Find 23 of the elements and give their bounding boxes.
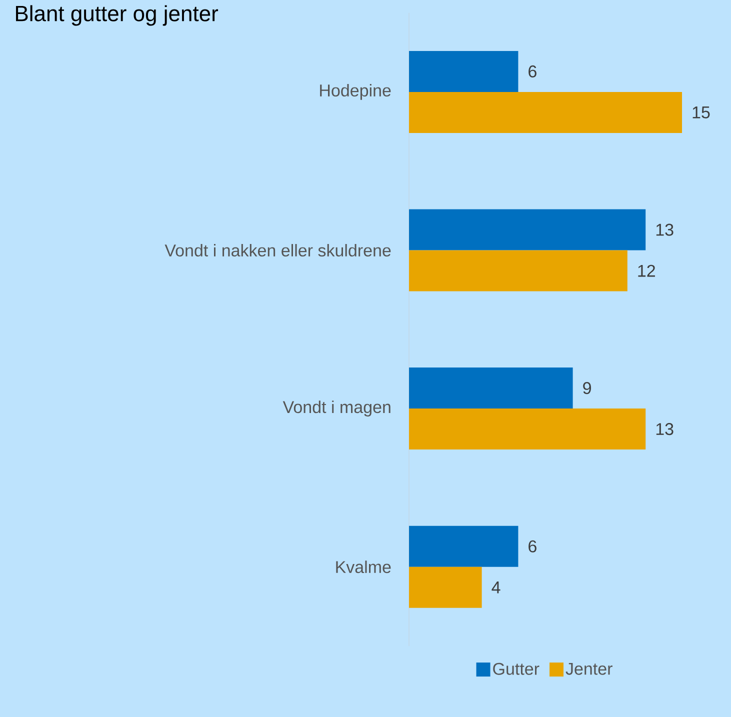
bar <box>409 526 518 567</box>
y-tick-label: Vondt i nakken eller skuldrene <box>164 244 391 257</box>
bar <box>409 92 682 133</box>
bar <box>409 566 482 608</box>
data-label: 15 <box>692 106 710 118</box>
data-label: 9 <box>583 382 591 394</box>
data-label: 13 <box>656 224 674 236</box>
y-tick-label: Vondt i magen <box>282 400 390 416</box>
bar <box>409 209 646 250</box>
legend-label: Jenter <box>566 662 612 675</box>
data-label: 12 <box>638 264 655 277</box>
y-tick-label: Kvalme <box>336 560 391 574</box>
data-label: 6 <box>528 540 536 552</box>
y-tick-label: Hodepine <box>320 84 391 100</box>
bar <box>409 50 518 92</box>
data-label: 6 <box>528 65 536 78</box>
bar <box>409 250 628 292</box>
legend-label: Gutter <box>493 662 540 675</box>
data-label: 4 <box>492 582 500 594</box>
bar <box>409 408 646 450</box>
bar <box>409 368 573 409</box>
data-label: 13 <box>656 423 674 436</box>
text: Blant gutter og jenter <box>16 5 218 26</box>
